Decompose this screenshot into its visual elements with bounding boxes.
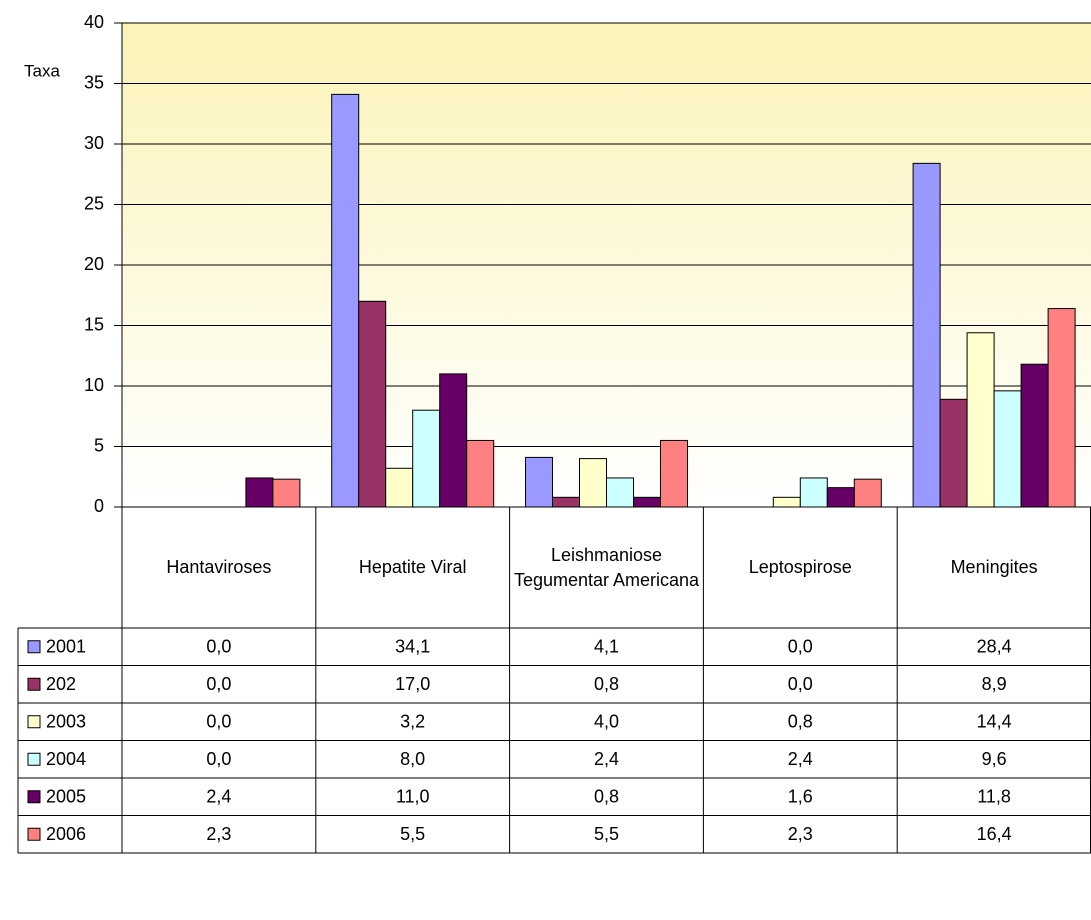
bar [826, 487, 855, 508]
table-value: 5,5 [594, 824, 619, 844]
y-tick-label: 10 [84, 375, 104, 395]
table-value: 4,1 [594, 637, 619, 657]
table-value: 3,2 [400, 712, 425, 732]
legend-swatch [27, 827, 41, 841]
table-value: 0,8 [594, 787, 619, 807]
table-value: 1,6 [788, 787, 813, 807]
table-value: 11,0 [396, 787, 430, 807]
y-axis-label: Taxa [24, 61, 60, 80]
x-tick-label: Hepatite Viral [358, 557, 467, 577]
table-value: 34,1 [395, 637, 430, 657]
table-value: 0,0 [206, 712, 231, 732]
bar [331, 93, 360, 508]
bar [385, 467, 414, 508]
y-tick-label: 15 [84, 314, 104, 334]
bar [660, 439, 688, 508]
category-cell: Leishmaniose Tegumentar Americana [513, 544, 700, 590]
table-value: 2,4 [594, 749, 619, 769]
legend-label: 2004 [46, 749, 86, 769]
y-tick-label: 20 [84, 254, 104, 274]
bar [772, 496, 801, 508]
bar [993, 390, 1022, 508]
table-value: 8,0 [400, 749, 425, 769]
table-value: 0,8 [788, 712, 813, 732]
legend-swatch [27, 752, 41, 766]
table-value: 11,8 [977, 787, 1011, 807]
bar [579, 458, 607, 508]
table-value: 0,0 [788, 637, 813, 657]
bar [912, 162, 941, 508]
bar [1047, 308, 1076, 508]
bar [799, 477, 828, 508]
legend-label: 202 [46, 674, 76, 694]
table-value: 16,4 [977, 824, 1012, 844]
legend-label: 2001 [46, 637, 86, 657]
y-tick-label: 30 [84, 133, 104, 153]
table-value: 0,0 [206, 749, 231, 769]
table-value: 2,3 [788, 824, 813, 844]
bar [272, 478, 301, 508]
table-value: 8,9 [982, 674, 1007, 694]
x-tick-label: Meningites [950, 557, 1038, 577]
legend-label: 2006 [46, 824, 86, 844]
bar [939, 398, 968, 508]
bar [245, 477, 274, 508]
bar [966, 332, 995, 508]
bar [1020, 363, 1049, 508]
y-tick-label: 35 [84, 72, 104, 92]
table-value: 0,8 [594, 674, 619, 694]
y-tick-label: 40 [84, 12, 104, 32]
x-tick-label: Leishmaniose Tegumentar Americana [513, 544, 700, 590]
bar [853, 478, 882, 508]
legend-swatch [27, 790, 41, 804]
category-cell: Hantaviroses [166, 557, 272, 577]
bar [525, 456, 553, 508]
legend-swatch [27, 640, 41, 654]
table-value: 0,0 [206, 674, 231, 694]
legend-swatch [27, 677, 41, 691]
bar [358, 300, 387, 508]
table-value: 0,0 [788, 674, 813, 694]
bar [439, 373, 468, 508]
table-value: 2,4 [788, 749, 813, 769]
table-value: 2,3 [206, 824, 231, 844]
x-tick-label: Hantaviroses [166, 557, 272, 577]
table-value: 0,0 [206, 637, 231, 657]
table-value: 2,4 [206, 787, 231, 807]
table-value: 5,5 [400, 824, 425, 844]
y-tick-label: 0 [94, 496, 104, 516]
y-tick-label: 25 [84, 193, 104, 213]
bar [412, 409, 441, 508]
category-cell: Hepatite Viral [358, 557, 467, 577]
table-value: 14,4 [977, 712, 1012, 732]
bar [606, 477, 634, 508]
legend-swatch [27, 715, 41, 729]
table-value: 17,0 [395, 674, 430, 694]
legend-label: 2003 [46, 712, 86, 732]
category-cell: Leptospirose [748, 557, 852, 577]
x-tick-label: Leptospirose [748, 557, 852, 577]
bar [552, 496, 580, 508]
y-tick-label: 5 [94, 435, 104, 455]
bar [633, 496, 661, 508]
category-cell: Meningites [950, 557, 1038, 577]
bar [466, 439, 495, 508]
table-value: 9,6 [982, 749, 1007, 769]
legend-label: 2005 [46, 787, 86, 807]
table-value: 4,0 [594, 712, 619, 732]
table-value: 28,4 [977, 637, 1012, 657]
